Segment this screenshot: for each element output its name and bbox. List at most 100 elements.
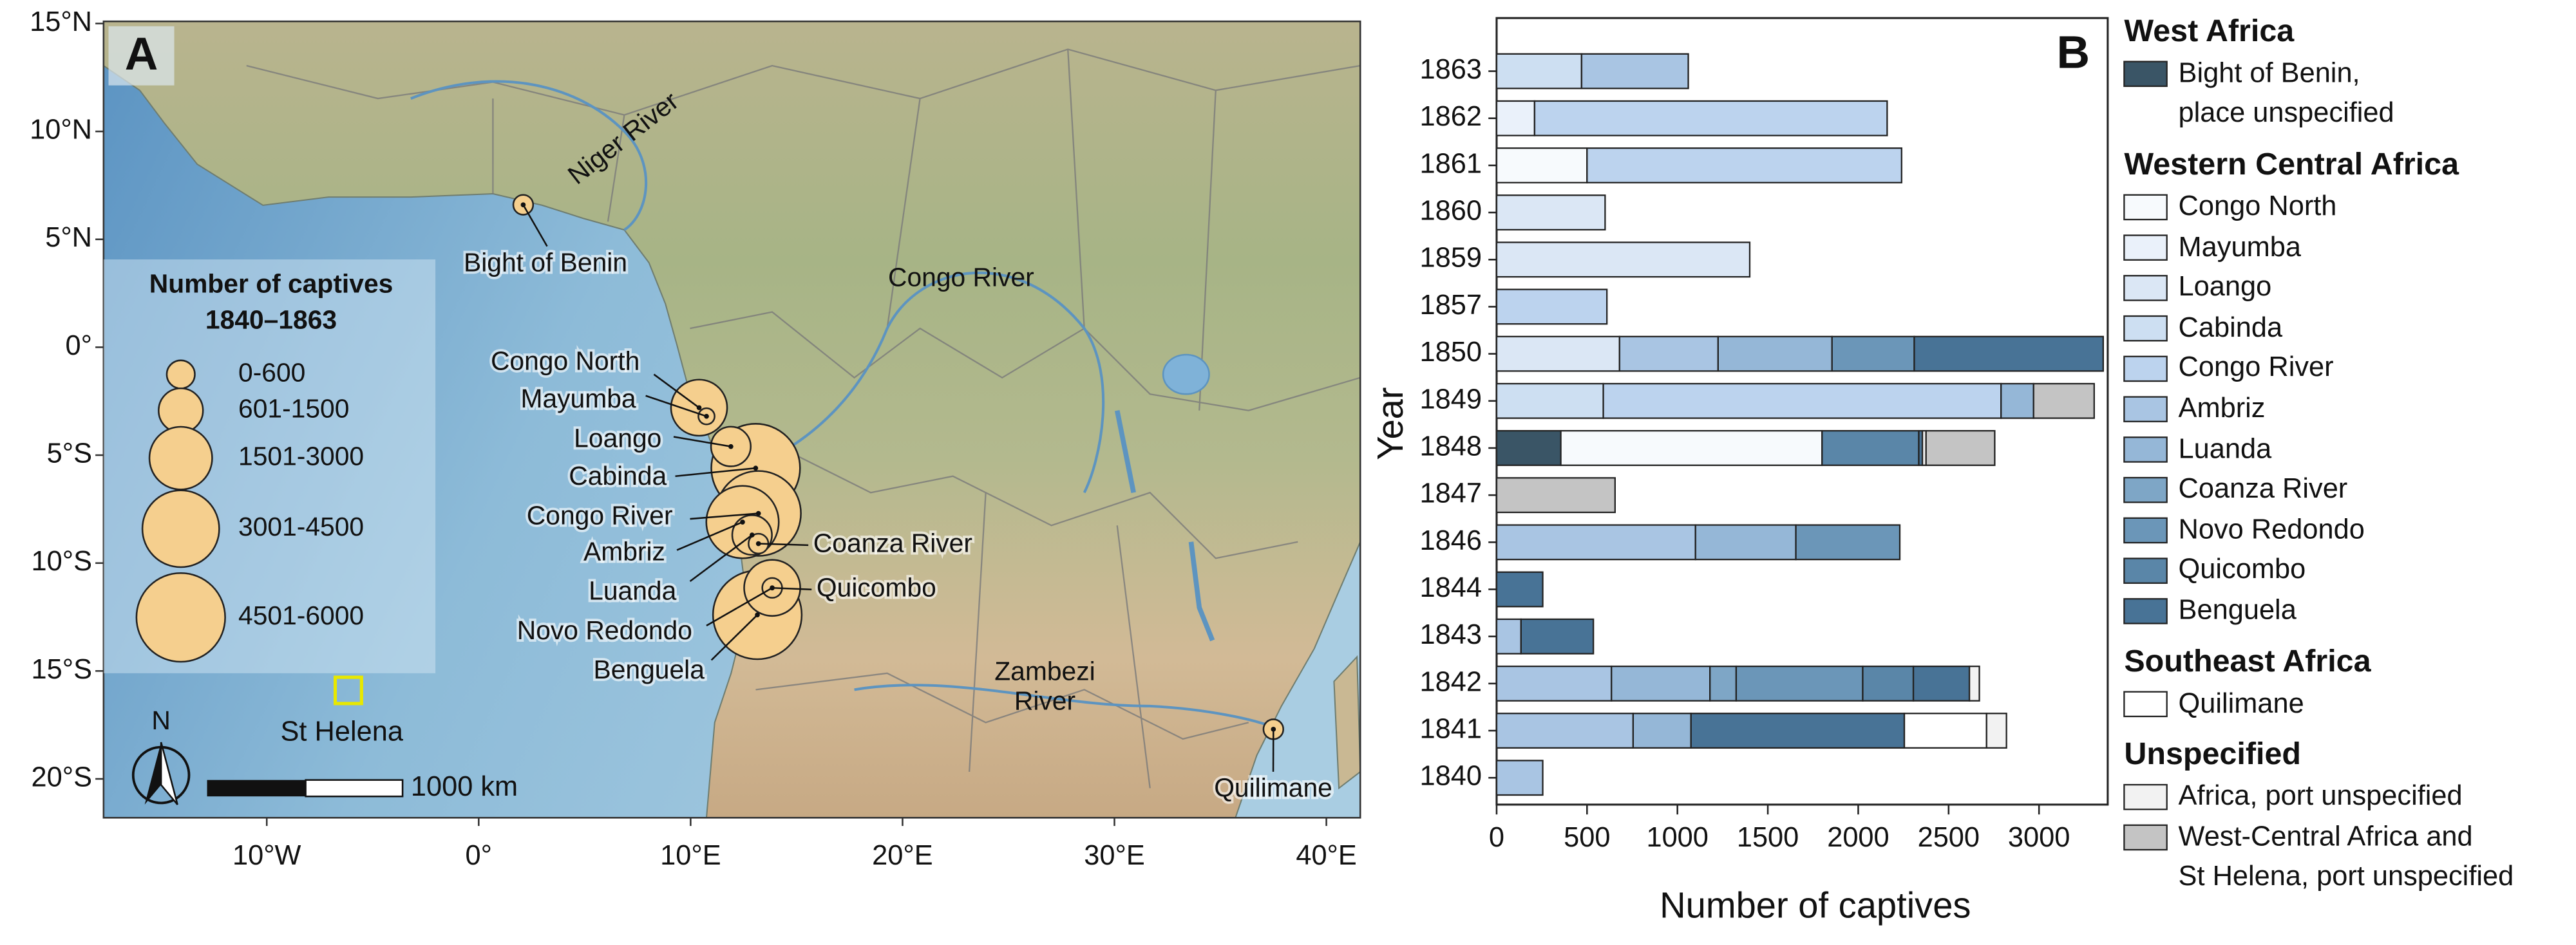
- legend-label-box: Ambriz: [2178, 392, 2266, 424]
- port-label: Cabinda: [569, 461, 667, 491]
- bar-segment: [1580, 53, 1689, 89]
- island-marker: [333, 675, 363, 706]
- bar-segment: [1735, 665, 1864, 702]
- port-label: Loango: [574, 423, 661, 453]
- legend-label-box: Bight of Benin, place unspecified: [2178, 57, 2394, 129]
- legend-label-box: Mayumba: [2179, 230, 2301, 261]
- legend-label: Africa, port unspecified: [2178, 780, 2463, 812]
- bar-segment: [1586, 147, 1902, 183]
- legend-label: Bight of Benin, place unspecified: [2178, 57, 2394, 129]
- port-dot: [704, 413, 709, 419]
- y-tick-label: 1842: [1420, 666, 1482, 697]
- legend-group-title: Unspecified: [2124, 736, 2301, 771]
- legend-label: West-Central Africa and St Helena, port …: [2178, 820, 2514, 892]
- bar-segment: [1795, 524, 1901, 561]
- port-label: Ambriz: [583, 536, 665, 566]
- port-dot: [520, 202, 526, 207]
- map-background: [103, 21, 1361, 818]
- madagascar: [1333, 655, 1361, 790]
- legend-label: Quilimane: [2178, 687, 2304, 718]
- port-dot: [753, 465, 759, 471]
- legend-label: Luanda: [2178, 433, 2272, 464]
- bar-segment: [1495, 382, 1604, 419]
- port-label: Congo River: [527, 500, 673, 530]
- panel-label: A: [125, 28, 158, 80]
- map-frame: [102, 20, 1361, 819]
- chart-layer: 0 500 1000 1500 2000 2500 3000 1863 1862 1861 1860…: [1420, 14, 2514, 892]
- leader-line: [645, 395, 707, 417]
- y-tick-label: 1857: [1420, 290, 1482, 321]
- x-tick-label: 3000: [2008, 822, 2070, 853]
- port-label: Mayumba: [520, 384, 636, 413]
- legend-swatch: [2123, 234, 2168, 261]
- y-tick-label: 1861: [1420, 148, 1482, 179]
- bar-segment: [1495, 713, 1634, 749]
- legend-label: Congo River: [2178, 351, 2334, 384]
- legend-label: Benguela: [2178, 594, 2297, 626]
- bar-segment: [1618, 335, 1719, 372]
- legend-label-box: Benguela: [2178, 594, 2297, 626]
- legend-label-box: Novo Redondo: [2178, 513, 2365, 545]
- legend-label-box: Quilimane: [2178, 687, 2304, 718]
- map-layer: 10°W 0° 10°E 20°E 30°E 40°E 15°N 10°N 5°N 0° 5°S 10…: [30, 6, 1357, 871]
- x-tick-label: 2000: [1827, 822, 1889, 853]
- legend-label: Coanza River: [2178, 472, 2348, 505]
- scale-bar: [207, 780, 306, 797]
- port-label: Quicombo: [817, 573, 936, 603]
- y-tick-label: 1849: [1420, 384, 1482, 415]
- bar-segment: [1694, 524, 1797, 561]
- port-dot: [1271, 727, 1276, 732]
- y-tick-label: 1843: [1420, 619, 1482, 650]
- y-tick-label: 10°N: [30, 115, 92, 145]
- y-tick-label: 0°: [66, 330, 92, 361]
- bar-segment: [1495, 53, 1583, 89]
- port-label: Coanza River: [813, 529, 972, 558]
- leader-line: [653, 373, 700, 409]
- legend-swatch: [2123, 355, 2168, 382]
- bar-segment: [1495, 147, 1588, 183]
- leader-line: [676, 521, 743, 551]
- port-dot: [728, 444, 734, 449]
- x-tick-label: 10°E: [660, 840, 721, 871]
- y-tick-label: 1844: [1420, 572, 1482, 603]
- bar-segment: [1495, 100, 1536, 136]
- x-tick-label: 500: [1564, 822, 1610, 853]
- port-dot: [696, 405, 702, 411]
- island-label: St Helena: [281, 716, 404, 747]
- y-tick-label: 1847: [1420, 478, 1482, 509]
- legend-label: Novo Redondo: [2178, 513, 2365, 545]
- bar-segment: [1925, 430, 1996, 466]
- bar-segment: [1632, 713, 1692, 749]
- bar-segment: [1495, 194, 1606, 231]
- legend-label-box: Africa, port unspecified: [2178, 780, 2463, 812]
- bar-segment: [1495, 288, 1608, 325]
- bar-segment: [1495, 571, 1544, 608]
- legend-swatch: [2123, 476, 2168, 503]
- port-label: Bight of Benin: [464, 247, 627, 277]
- port-dot: [755, 612, 760, 617]
- port-dot: [740, 519, 745, 525]
- legend-swatch: [2123, 824, 2168, 851]
- port-label: Quilimane: [1214, 773, 1332, 803]
- leader-line: [758, 543, 809, 547]
- legend-label: 0-600: [238, 357, 305, 387]
- leader-line: [675, 467, 756, 478]
- legend-label: Ambriz: [2178, 392, 2266, 424]
- x-tick-label: 1000: [1646, 822, 1708, 853]
- legend-label-box: Coanza River: [2178, 472, 2348, 505]
- river-label: River: [1014, 686, 1075, 716]
- legend-label: 4501-6000: [238, 601, 364, 630]
- bar-segment: [1495, 524, 1696, 561]
- bar-segment: [1862, 665, 1915, 702]
- x-tick-label: 1500: [1737, 822, 1799, 853]
- legend-group-title: West Africa: [2124, 14, 2295, 48]
- y-tick-label: 1859: [1420, 243, 1482, 274]
- bar-segment: [1912, 665, 1971, 702]
- y-tick-label: 1848: [1420, 431, 1482, 462]
- legend-swatch: [2123, 61, 2168, 88]
- legend-label: Quicombo: [2178, 554, 2306, 585]
- y-tick-label: 15°N: [30, 6, 92, 37]
- north-label: N: [151, 706, 170, 735]
- legend-label-box: Congo North: [2179, 191, 2337, 221]
- leader-line: [710, 614, 758, 661]
